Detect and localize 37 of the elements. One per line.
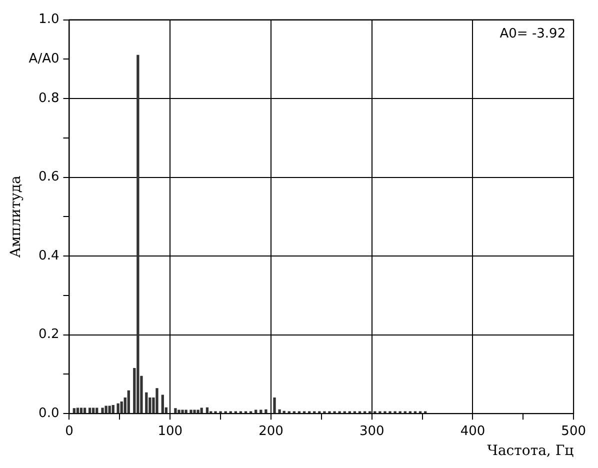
y-tick-label: 0.8 <box>38 90 60 106</box>
bar <box>260 410 262 414</box>
bar <box>174 408 177 414</box>
bar <box>127 390 130 414</box>
y-tick-label: A/A0 <box>28 52 60 67</box>
x-tick-label: 400 <box>460 424 486 439</box>
y-tick-label: 0.2 <box>38 327 60 342</box>
bar <box>178 410 180 414</box>
bar <box>264 409 268 414</box>
bar <box>104 406 108 414</box>
x-tick-label: 300 <box>359 424 384 439</box>
annotation: A0= -3.92 <box>500 26 566 42</box>
y-tick-label: 0.0 <box>38 406 60 421</box>
bar <box>156 388 158 414</box>
bar <box>145 392 148 414</box>
x-tick-label: 100 <box>158 424 183 439</box>
bar <box>196 410 200 414</box>
bar <box>161 394 164 414</box>
bar <box>181 410 184 414</box>
x-axis-title: Частота, Гц <box>487 443 574 460</box>
x-tick-label: 500 <box>561 424 586 439</box>
x-tick-label: 0 <box>65 424 74 439</box>
bar <box>136 54 140 414</box>
bar <box>190 410 192 414</box>
bar <box>101 408 104 414</box>
y-axis-title: Амплитуда <box>8 176 24 258</box>
y-tick-label: 1.0 <box>38 12 60 28</box>
bar <box>278 409 281 414</box>
y-tick-label: 0.4 <box>38 248 60 264</box>
bar <box>184 410 188 414</box>
bar <box>254 410 258 414</box>
bar <box>116 403 120 414</box>
bar <box>120 401 123 414</box>
bar <box>193 410 196 414</box>
y-tick-label: 0.6 <box>38 170 60 185</box>
bar <box>273 398 276 414</box>
x-tick-label: 200 <box>258 424 284 439</box>
